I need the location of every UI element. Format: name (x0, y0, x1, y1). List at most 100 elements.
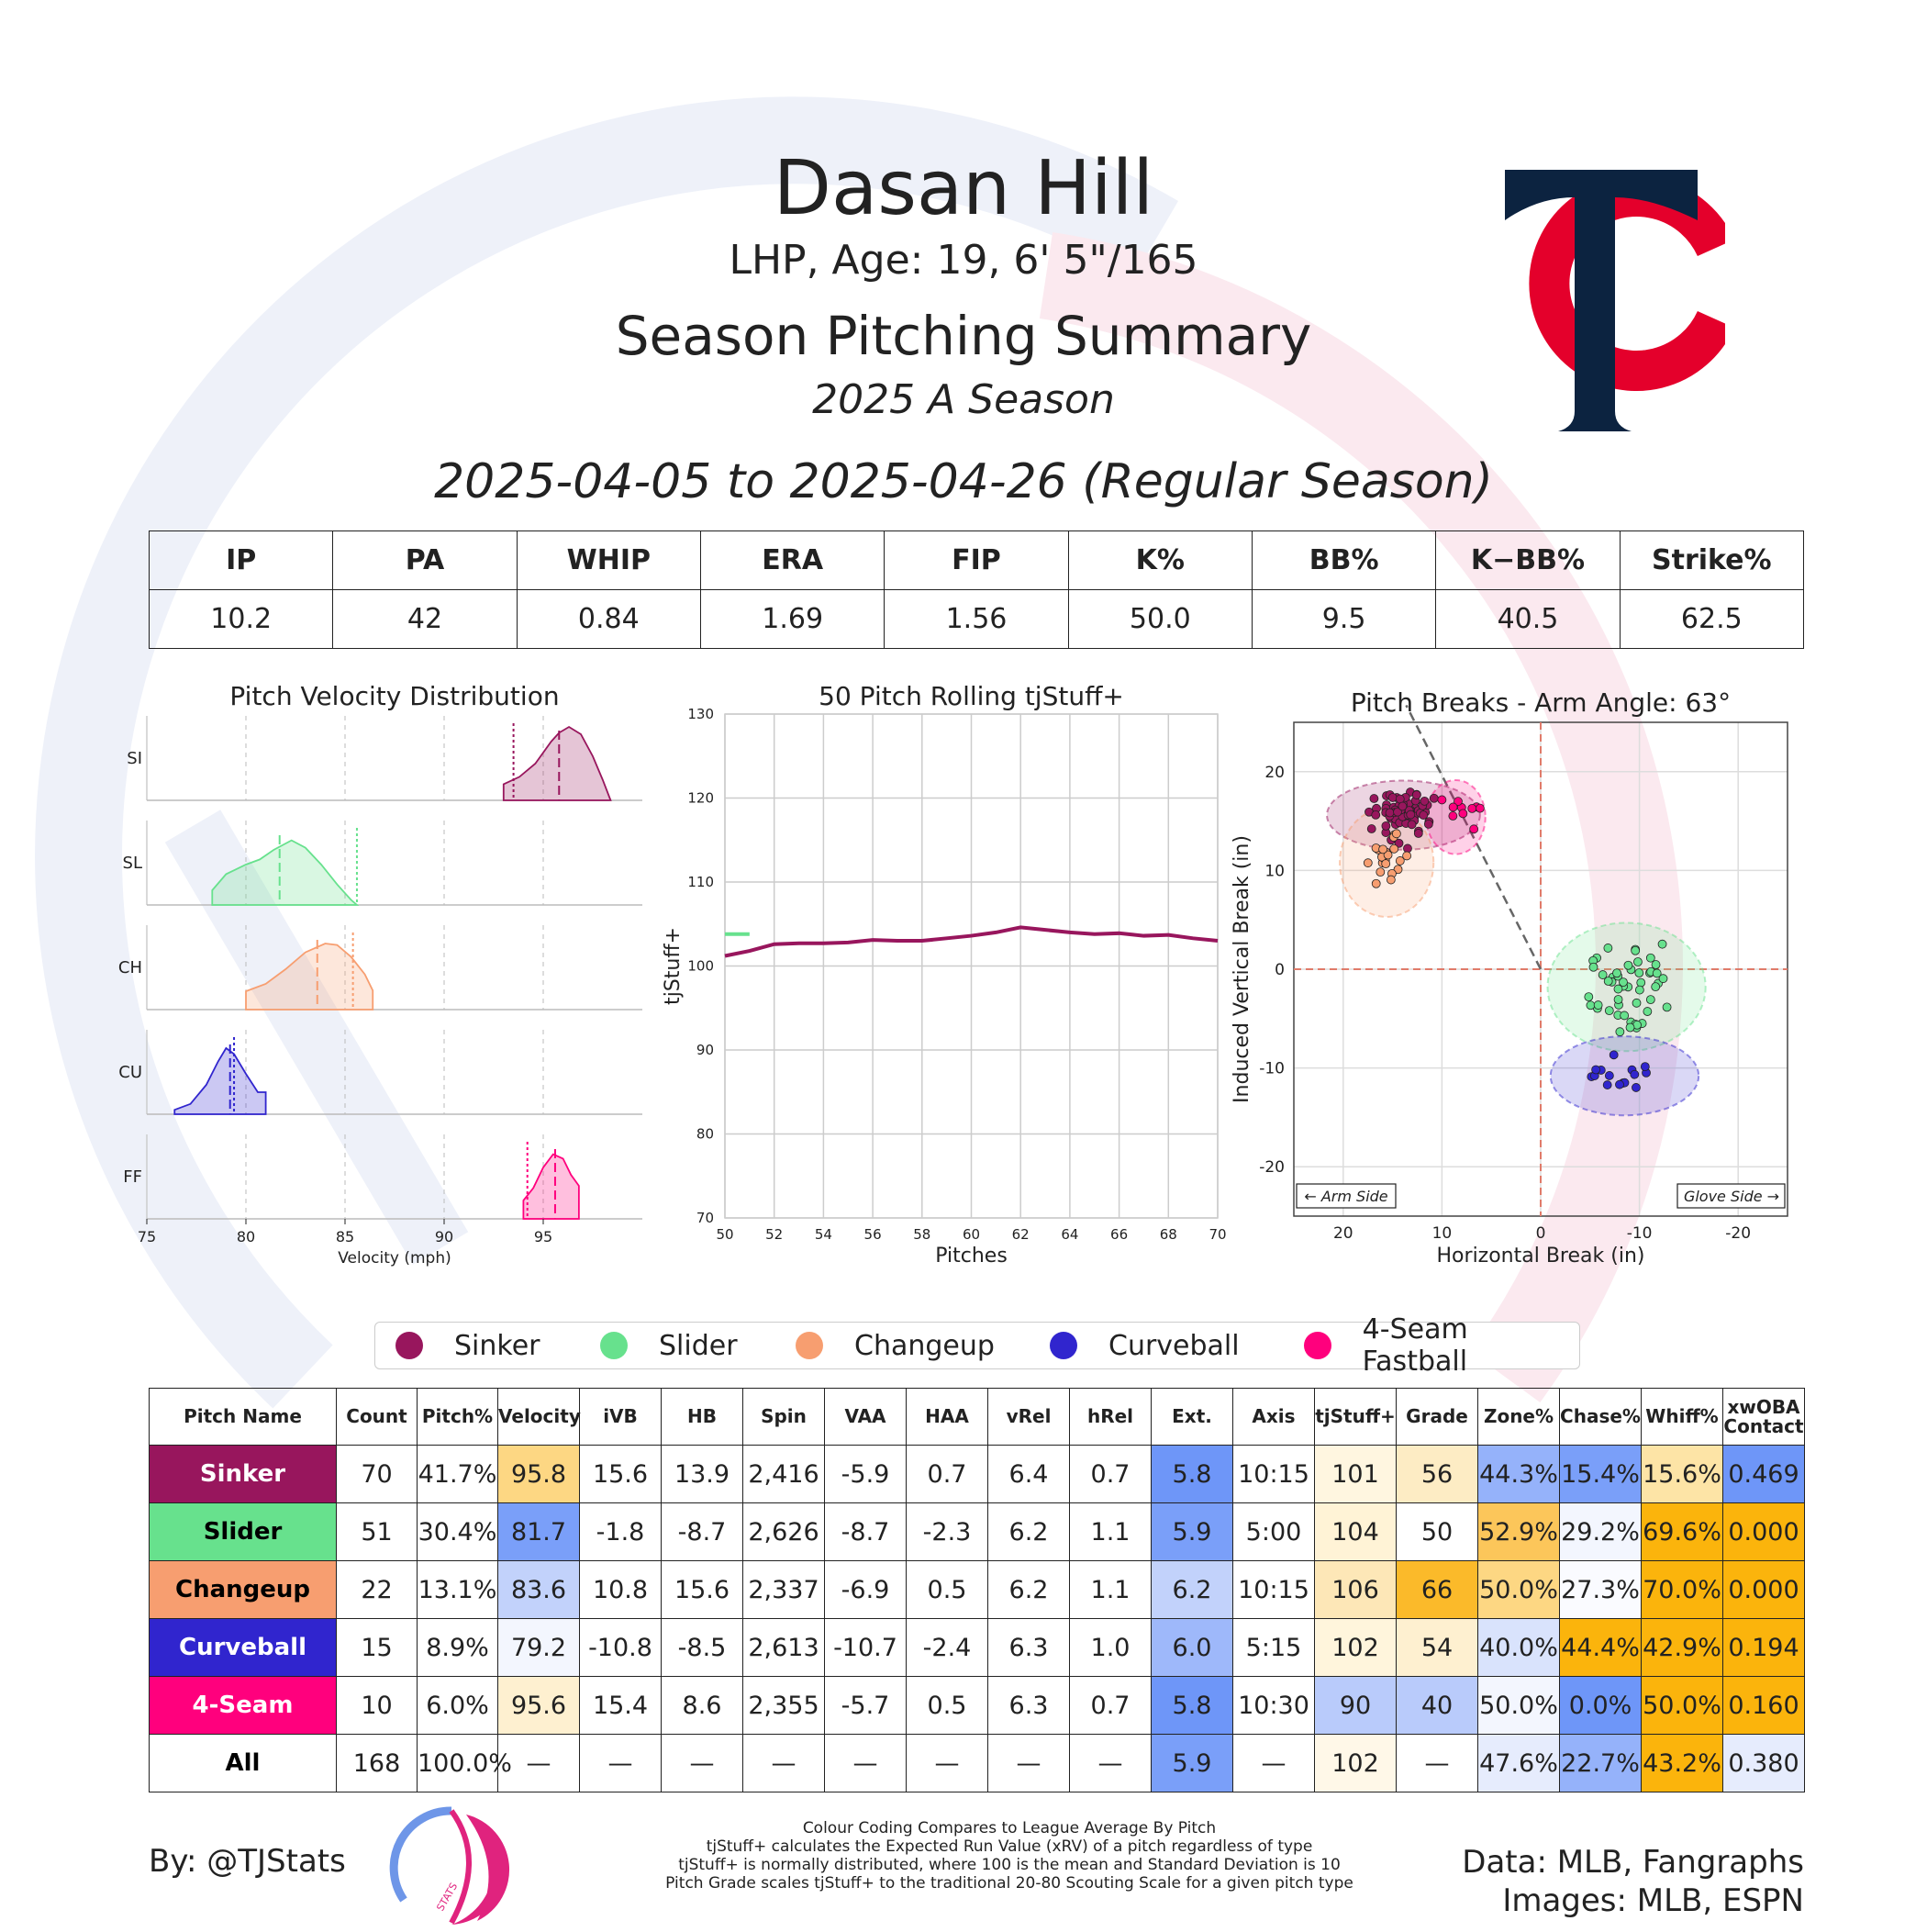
pitch-metric-cell: 0.194 (1722, 1618, 1805, 1677)
pitch-metric-cell: 15.4 (579, 1676, 662, 1735)
season-stat-header: ERA (699, 530, 886, 590)
pitch-metric-cell: — (579, 1734, 662, 1792)
scatter-layer (1326, 778, 1707, 1117)
point-si (1423, 819, 1433, 829)
x-tick-label: 68 (1160, 1226, 1177, 1243)
pitch-metric-cell: 56 (1396, 1445, 1478, 1503)
point-ff (1469, 824, 1479, 834)
season-label: 2025 A Season (812, 376, 1115, 423)
point-sl (1603, 977, 1613, 986)
pitch-metric-cell: 44.4% (1559, 1618, 1642, 1677)
pitch-metric-cell: 0.160 (1722, 1676, 1805, 1735)
pitch-metric-cell: 102 (1314, 1734, 1397, 1792)
point-sl (1645, 953, 1655, 963)
point-sl (1645, 995, 1655, 1005)
pitch-metric-cell: -2.3 (906, 1502, 988, 1561)
x-tick-label: 66 (1110, 1226, 1128, 1243)
point-sl (1662, 1002, 1672, 1012)
pitch-metric-cell: -6.9 (824, 1560, 907, 1619)
pitch-metric-cell: 10:30 (1232, 1676, 1315, 1735)
legend-marker (796, 1332, 823, 1359)
point-ff (1454, 797, 1463, 807)
point-ch (1386, 875, 1396, 885)
pitch-metric-cell: 42.9% (1641, 1618, 1723, 1677)
season-stat-value: 0.84 (516, 589, 701, 649)
y-tick-label: -10 (1259, 1060, 1285, 1078)
pitch-table-header: Axis (1232, 1388, 1315, 1446)
season-stat-value: 1.56 (884, 589, 1069, 649)
point-ch (1381, 859, 1391, 869)
pitch-metric-cell: 70 (336, 1445, 418, 1503)
season-stat-header: WHIP (516, 530, 701, 590)
legend-marker (1050, 1332, 1077, 1359)
point-ch (1363, 858, 1373, 868)
pitch-metric-cell: 6.0 (1151, 1618, 1233, 1677)
y-tick-label: 100 (687, 958, 714, 975)
x-axis-label: Horizontal Break (in) (1437, 1245, 1645, 1268)
plot-frame (724, 713, 1219, 1219)
player-info: LHP, Age: 19, 6' 5"/165 (729, 237, 1198, 284)
point-si (1413, 829, 1423, 838)
pitch-table-header: tjStuff+ (1314, 1388, 1397, 1446)
pitch-metric-cell: 104 (1314, 1502, 1397, 1561)
pitch-name-cell: Curveball (149, 1618, 337, 1677)
pitch-metric-cell: 5.8 (1151, 1676, 1233, 1735)
point-cu (1630, 1069, 1640, 1079)
x-tick-label: 95 (534, 1228, 552, 1245)
pitch-metric-cell: 50.0% (1641, 1676, 1723, 1735)
x-tick-label: 0 (1536, 1224, 1546, 1243)
pitch-metric-cell: 0.000 (1722, 1502, 1805, 1561)
pitch-name-cell: Changeup (149, 1560, 337, 1619)
season-stat-value: 62.5 (1619, 589, 1805, 649)
player-name: Dasan Hill (773, 145, 1154, 232)
pitch-metric-cell: 0.7 (1069, 1445, 1152, 1503)
pitch-table-header: HAA (906, 1388, 988, 1446)
row-label: CU (118, 1063, 142, 1082)
pitch-metric-cell: 15.6% (1641, 1445, 1723, 1503)
season-stats-value-row: 10.2 42 0.84 1.69 1.56 50.0 9.5 40.5 62.… (148, 589, 1805, 649)
season-stat-header: FIP (884, 530, 1069, 590)
point-ch (1391, 829, 1401, 839)
season-stat-header: K% (1067, 530, 1253, 590)
season-stat-header: Strike% (1619, 530, 1805, 590)
pitch-metric-cell: 5.9 (1151, 1502, 1233, 1561)
x-axis-label: Pitches (935, 1245, 1008, 1268)
legend-marker (1304, 1332, 1331, 1359)
point-cu (1602, 1080, 1612, 1089)
y-axis-label: Induced Vertical Break (in) (1231, 835, 1253, 1103)
tjstats-logo: STATS (389, 1806, 510, 1925)
x-tick-label: -10 (1627, 1224, 1653, 1243)
pitch-metric-cell: — (987, 1734, 1070, 1792)
point-sl (1615, 1027, 1625, 1037)
pitch-metric-cell: 30.4% (417, 1502, 498, 1561)
x-tick-label: -20 (1725, 1224, 1751, 1243)
density-cu (173, 1046, 267, 1115)
pitch-metric-cell: — (497, 1734, 580, 1792)
pitch-row-all: All 168 100.0% — — — — — — — —5.9—102—47.6% 22.7% 43… (149, 1734, 1805, 1792)
pitch-metric-cell: -5.9 (824, 1445, 907, 1503)
pitch-table-header: Grade (1396, 1388, 1478, 1446)
pitch-metric-cell: -8.7 (824, 1502, 907, 1561)
pitch-metric-cell: 5.9 (1151, 1734, 1233, 1792)
point-ch (1383, 850, 1393, 860)
point-cu (1615, 1079, 1624, 1089)
pitch-metric-cell: 15.6 (579, 1445, 662, 1503)
footnote: tjStuff+ calculates the Expected Run Val… (706, 1837, 1313, 1856)
point-ff (1458, 809, 1468, 819)
season-stat-value: 1.69 (699, 589, 886, 649)
point-si (1381, 821, 1391, 831)
pitch-metric-cell: 8.9% (417, 1618, 498, 1677)
point-si (1406, 810, 1416, 820)
x-tick-label: 56 (864, 1226, 882, 1243)
pitch-metric-cell: 10:15 (1232, 1445, 1315, 1503)
point-sl (1651, 982, 1661, 992)
x-tick-label: 70 (1209, 1226, 1226, 1243)
point-sl (1643, 1007, 1653, 1016)
pitch-metric-cell: 10:15 (1232, 1560, 1315, 1619)
pitch-metric-cell: 5:00 (1232, 1502, 1315, 1561)
point-ff (1448, 811, 1458, 821)
x-tick-label: 58 (913, 1226, 930, 1243)
pitch-metrics-table: Pitch Name Count Pitch% Velocity iVB HB Spin VA… (149, 1388, 1805, 1792)
point-cu (1604, 1071, 1614, 1080)
